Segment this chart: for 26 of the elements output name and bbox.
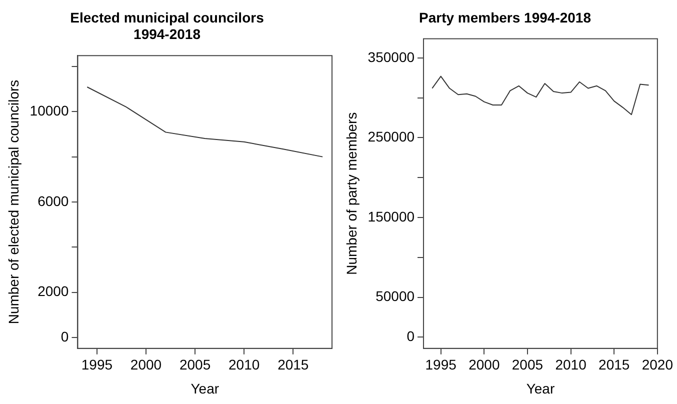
chart-title: Party members 1994-2018: [418, 9, 592, 26]
y-tick-label: 0: [60, 328, 69, 344]
x-tick-label: 2000: [130, 356, 162, 373]
x-tick-label: 2015: [598, 356, 630, 373]
y-tick-label: 50000: [376, 288, 415, 304]
y-tick-label: 150000: [368, 208, 415, 224]
x-tick-label: 2015: [278, 356, 309, 373]
y-tick-label: 350000: [368, 48, 415, 65]
y-tick-label: 2000: [38, 283, 69, 300]
y-tick-label: 10000: [30, 102, 69, 118]
chart-title: Elected municipal councilors 1994-2018: [70, 9, 264, 42]
y-axis-title: Number of party members: [343, 112, 360, 275]
x-tick-label: 1995: [81, 356, 113, 373]
y-tick-label: 6000: [38, 192, 69, 209]
x-tick-label: 2005: [179, 356, 211, 373]
x-tick-label: 2010: [555, 356, 587, 373]
x-axis-title: Year: [526, 380, 555, 396]
x-tick-label: 1995: [425, 356, 457, 373]
y-tick-label: 0: [406, 328, 415, 344]
y-tick-label: 250000: [368, 128, 415, 145]
x-tick-label: 2000: [468, 356, 500, 373]
x-tick-label: 2010: [228, 356, 260, 373]
x-tick-label: 2005: [512, 356, 544, 373]
x-axis-title: Year: [190, 380, 220, 396]
y-axis-title: Number of elected municipal councilors: [5, 80, 22, 324]
x-tick-label: 2020: [642, 356, 674, 373]
